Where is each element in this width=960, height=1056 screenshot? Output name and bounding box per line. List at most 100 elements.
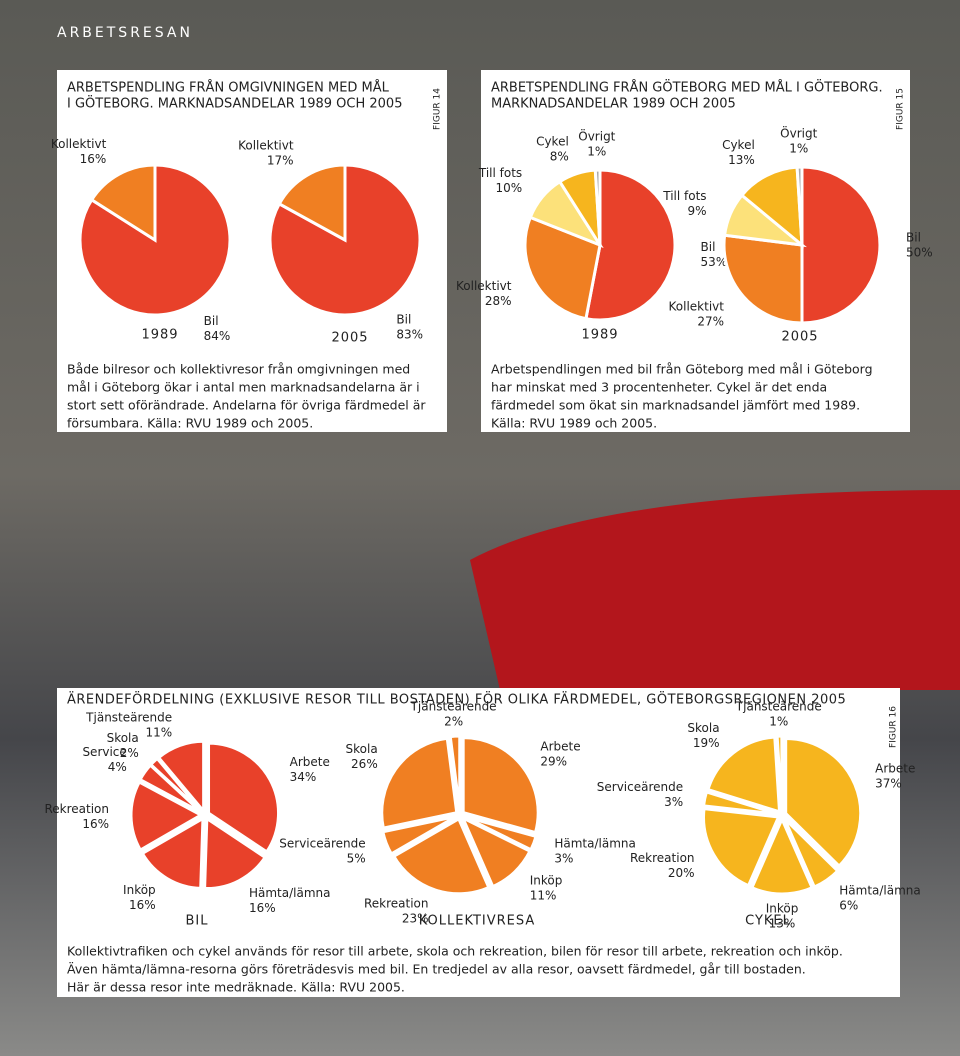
slice-label: Service [82,745,126,759]
pie-slice [207,741,281,854]
pie-slice [795,165,804,246]
slice-label: Kollektivt [456,279,512,293]
slice-value: 11% [145,725,172,739]
slice-value: 84% [204,329,231,343]
slice-label: Rekreation [44,802,109,816]
slice-label: Inköp [766,902,799,916]
pie-slice [593,168,602,246]
slice-value: 50% [906,246,933,260]
pie-slice [448,734,462,812]
pie-label: KOLLEKTIVRESA [419,914,536,929]
pie-label: BIL [186,914,209,929]
slice-label: Till fots [662,189,706,203]
slice-value: 53% [701,255,728,269]
slice-value: 27% [697,314,724,328]
slice-value: 23% [402,911,429,925]
pie-slice [277,163,347,243]
slice-label: Kollektivt [238,139,294,153]
panel-title: ARBETSPENDLING FRÅN OMGIVNINGEN MED MÅL [67,80,390,96]
slice-label: Bil [701,240,716,254]
slice-label: Arbete [875,761,915,775]
slice-value: 2% [120,746,139,760]
slice-label: Tjänsteärende [410,700,497,714]
pie-slice [459,814,532,889]
section-label: ARBETSRESAN [57,25,193,41]
slice-value: 16% [249,901,276,915]
slice-label: Serviceärende [597,780,683,794]
panel-title: I GÖTEBORG. MARKNADSANDELAR 1989 OCH 200… [67,95,402,112]
slice-value: 37% [875,776,902,790]
slice-label: Serviceärende [279,837,365,851]
pie-slice [702,807,781,888]
figure-label: FIGUR 16 [889,706,899,748]
pie-slice [800,165,882,325]
slice-value: 2% [444,715,463,729]
slice-value: 1% [769,715,788,729]
slice-label: Hämta/lämna [554,837,636,851]
figure-label: FIGUR 15 [896,88,906,130]
pie-slice [584,168,677,322]
slice-value: 26% [351,757,378,771]
caption: har minskat med 3 procentenheter. Cykel … [491,380,827,395]
slice-value: 19% [693,736,720,750]
slice-value: 9% [688,204,707,218]
caption: Källa: RVU 1989 och 2005. [491,416,657,431]
slice-label: Hämta/lämna [249,886,331,900]
slice-value: 13% [769,917,796,931]
slice-label: Cykel [536,134,569,148]
slice-label: Skola [687,721,719,735]
pie-slice [722,233,804,325]
pie-label: 1989 [141,328,178,343]
slice-value: 83% [396,327,423,341]
slice-value: 13% [728,153,755,167]
panel-title: ÄRENDEFÖRDELNING (EXKLUSIVE RESOR TILL B… [67,691,846,708]
slice-label: Skola [107,731,139,745]
pie-slice [156,739,206,816]
caption: Arbetspendlingen med bil från Göteborg m… [491,362,873,377]
slice-label: Inköp [530,874,563,888]
caption: stort sett oförändrade. Andelarna för öv… [67,398,426,413]
caption: Här är dessa resor inte medräknade. Käll… [67,980,405,995]
caption: Både bilresor och kollektivresor från om… [67,362,410,377]
slice-value: 17% [267,154,294,168]
pie-slice [463,814,538,852]
slice-label: Hämta/lämna [839,884,921,898]
slice-value: 20% [668,866,695,880]
slice-label: Bil [396,312,411,326]
slice-value: 1% [587,145,606,159]
slice-label: Kollektivt [51,137,107,151]
pie-label: CYKEL [745,914,791,929]
slice-value: 11% [530,889,557,903]
slice-label: Rekreation [364,896,429,910]
pie-slice [461,736,540,835]
pie-slice [381,814,458,856]
slice-value: 5% [347,852,366,866]
slice-label: Bil [204,314,219,328]
slice-value: 16% [129,898,156,912]
panel-title: ARBETSPENDLING FRÅN GÖTEBORG MED MÅL I G… [491,79,883,96]
slice-label: Arbete [540,739,580,753]
slice-value: 29% [540,754,567,768]
slice-value: 3% [664,795,683,809]
pie-slice [782,817,840,889]
slice-value: 16% [80,152,107,166]
figure-label: FIGUR 14 [433,88,443,130]
slice-value: 3% [554,852,573,866]
pie-slice [148,756,204,814]
pie-slice [775,734,784,812]
slice-value: 8% [550,149,569,163]
pie-slice [380,736,459,830]
slice-label: Kollektivt [669,299,725,313]
pie-label: 2005 [781,330,818,345]
pie-slice [784,736,863,869]
slice-label: Till fots [478,166,522,180]
slice-value: 28% [485,294,512,308]
slice-label: Övrigt [780,125,817,141]
slice-value: 4% [108,760,127,774]
car-shape [470,490,960,690]
pie-slice [523,215,602,321]
slice-label: Rekreation [630,851,695,865]
slice-label: Skola [346,742,378,756]
panel-title: MARKNADSANDELAR 1989 OCH 2005 [491,97,736,112]
